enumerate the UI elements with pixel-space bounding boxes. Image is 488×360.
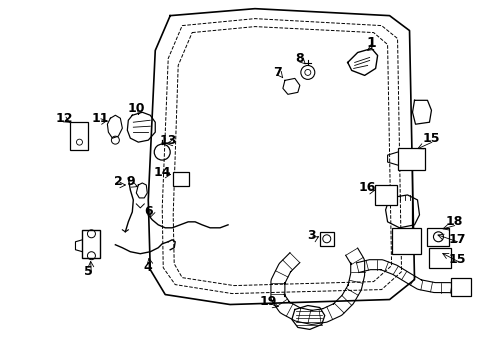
Bar <box>70 122 88 150</box>
Text: 5: 5 <box>84 265 93 278</box>
Bar <box>428 248 450 268</box>
Text: 12: 12 <box>56 112 73 125</box>
Bar <box>450 278 470 296</box>
Text: 16: 16 <box>358 181 376 194</box>
Text: 3: 3 <box>307 229 315 242</box>
Text: 17: 17 <box>447 233 465 246</box>
Bar <box>391 228 421 254</box>
Bar <box>374 185 396 205</box>
Text: 19: 19 <box>259 295 276 308</box>
Bar <box>397 148 425 170</box>
Text: 6: 6 <box>143 205 152 219</box>
Text: 4: 4 <box>143 261 152 274</box>
Text: 9: 9 <box>126 175 134 189</box>
Text: 1: 1 <box>366 36 376 50</box>
Bar <box>173 172 189 186</box>
Text: 14: 14 <box>153 166 171 179</box>
Text: 11: 11 <box>91 112 109 125</box>
Text: 13: 13 <box>159 134 177 147</box>
Text: 15: 15 <box>422 132 439 145</box>
Text: 10: 10 <box>127 102 145 115</box>
Bar <box>427 228 448 246</box>
Text: 7: 7 <box>273 66 282 79</box>
Bar <box>319 232 333 246</box>
Bar <box>82 230 100 258</box>
Text: 8: 8 <box>295 52 304 65</box>
Text: 2: 2 <box>114 175 122 189</box>
Text: 15: 15 <box>447 253 465 266</box>
Text: 18: 18 <box>445 215 462 228</box>
